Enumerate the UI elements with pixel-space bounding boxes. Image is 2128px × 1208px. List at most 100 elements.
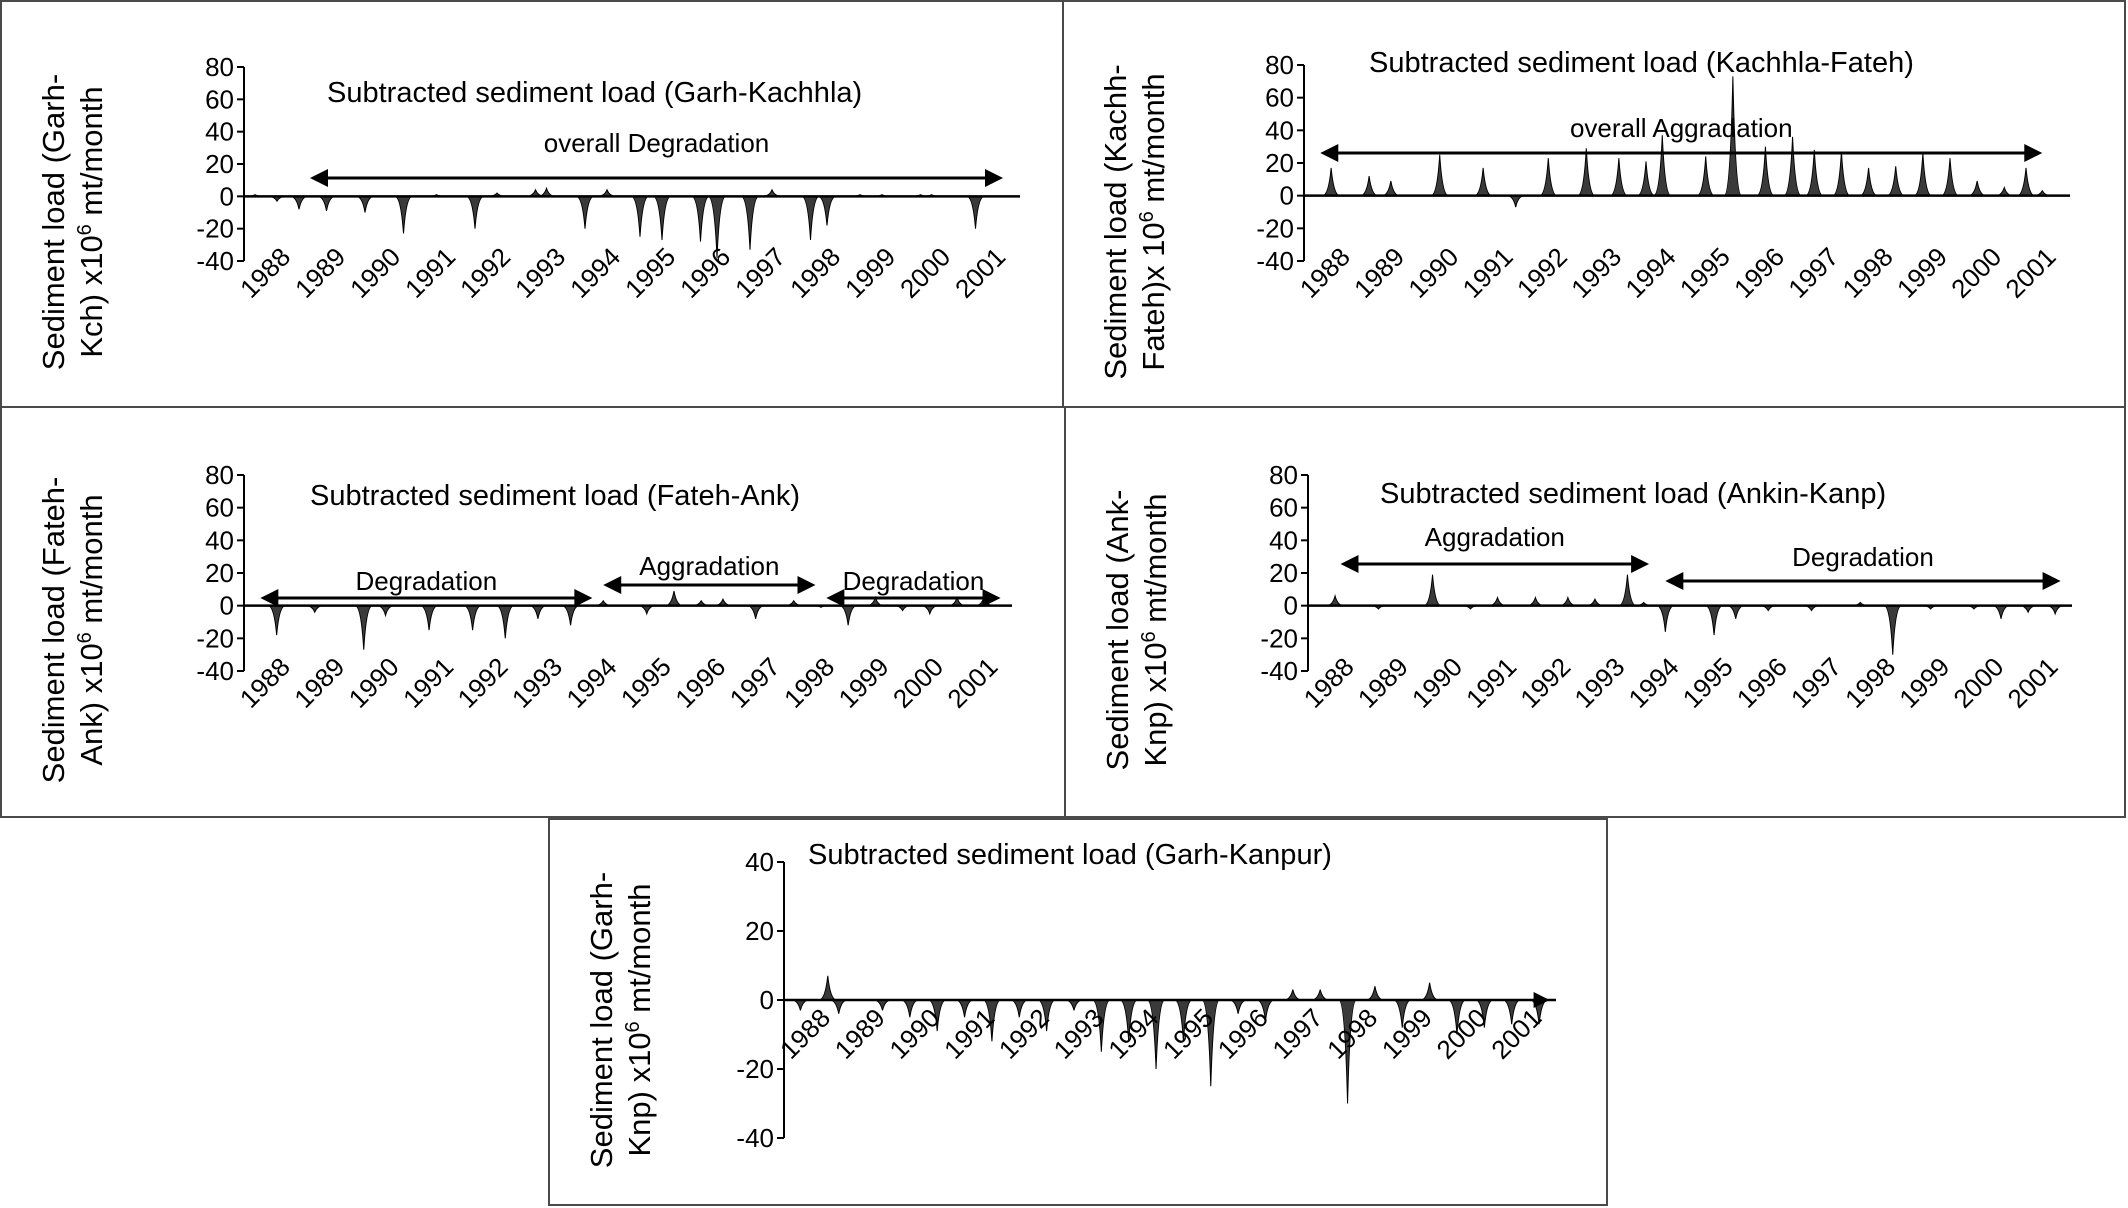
area-spike xyxy=(267,605,286,636)
x-tick-label: 1991 xyxy=(397,652,459,714)
x-tick-label: 1989 xyxy=(1352,652,1414,714)
area-spike xyxy=(707,195,727,258)
x-tick-label: 2001 xyxy=(941,652,1003,714)
area-spike xyxy=(1941,158,1959,197)
x-tick-label: 1999 xyxy=(1891,242,1953,304)
x-tick-label: 1994 xyxy=(1619,242,1681,304)
x-tick-label: 1996 xyxy=(1728,242,1790,304)
y-axis-label: Sediment load (Fateh- xyxy=(36,477,71,784)
y-tick-label: -40 xyxy=(1256,246,1294,276)
y-tick-label: -40 xyxy=(1260,656,1298,686)
chart-title: Subtracted sediment load (Garh-Kanpur) xyxy=(808,839,1332,871)
x-tick-label: 1996 xyxy=(669,652,731,714)
chart-title: Subtracted sediment load (Ankin-Kanp) xyxy=(1380,478,1886,510)
annotation-label: overall Degradation xyxy=(544,128,769,158)
area-spike xyxy=(1656,605,1675,632)
y-tick-label: 40 xyxy=(205,525,234,555)
arrow-head-left xyxy=(310,169,328,187)
area-spike xyxy=(1423,574,1442,607)
area-spike xyxy=(420,605,438,631)
x-tick-label: 1991 xyxy=(1460,652,1522,714)
chart-svg-garh-kanpur: 40200-20-4019881989199019911992199319941… xyxy=(584,839,1556,1168)
area-spike xyxy=(1430,154,1449,197)
y-tick-label: 0 xyxy=(760,985,774,1015)
y-tick-label: 0 xyxy=(1284,591,1298,621)
arrow-head-left xyxy=(826,589,845,607)
y-tick-label: 40 xyxy=(205,117,234,147)
arrow-head-left xyxy=(260,589,279,607)
x-tick-label: 1989 xyxy=(288,652,350,714)
area-spike xyxy=(1968,180,1986,197)
annotation-label: Degradation xyxy=(843,566,985,596)
x-tick-label: 1994 xyxy=(1623,652,1685,714)
x-tick-label: 1997 xyxy=(1782,242,1844,304)
area-spike xyxy=(665,590,683,607)
x-tick-label: 1992 xyxy=(454,242,516,304)
area-spike xyxy=(1805,149,1824,197)
area-spike xyxy=(1326,593,1344,607)
area-spike xyxy=(1322,167,1340,197)
y-tick-label: -40 xyxy=(196,656,234,686)
x-tick-label: 1988 xyxy=(1298,652,1360,714)
y-tick-label: 0 xyxy=(1280,181,1294,211)
y-axis-label: Knp) x106 mt/month xyxy=(1138,493,1173,766)
area-spike xyxy=(1382,180,1400,197)
y-tick-label: 80 xyxy=(1265,50,1294,80)
y-tick-label: -20 xyxy=(196,214,234,244)
chart-panel-garh-kachhla: 80 60 40 20 0 -20 -40 1988 1989 1990 1991 1992 1993 1… xyxy=(0,0,1064,408)
area-spike xyxy=(466,195,484,229)
x-tick-label: 2000 xyxy=(1945,242,2007,304)
area-spike xyxy=(290,195,308,210)
area-spike xyxy=(1119,999,1138,1042)
area-spike xyxy=(1201,999,1220,1087)
area-spike xyxy=(1992,605,2010,619)
arrow-head xyxy=(1533,992,1550,1008)
x-tick-label: 1991 xyxy=(399,242,461,304)
x-tick-label: 1995 xyxy=(1674,242,1736,304)
area-spike xyxy=(1859,167,1878,197)
arrow-head-right xyxy=(1631,555,1650,573)
area-spike xyxy=(818,975,837,1001)
y-tick-label: 80 xyxy=(205,52,234,82)
arrow-head-left xyxy=(603,576,622,594)
x-tick-label: 1997 xyxy=(729,242,791,304)
y-axis-label: Sediment load (Garh- xyxy=(584,872,619,1168)
arrow-head-left xyxy=(1665,572,1684,590)
area-spike xyxy=(376,605,395,618)
area-spike xyxy=(1577,148,1596,197)
area-spike xyxy=(576,195,594,229)
x-tick-label: 1992 xyxy=(452,652,514,714)
x-tick-label: 1997 xyxy=(1266,1003,1328,1065)
y-axis-label: Ank) x106 mt/month xyxy=(74,494,109,765)
x-tick-label: 1990 xyxy=(1402,242,1464,304)
area-spike xyxy=(1420,982,1439,1001)
x-tick-label: 1994 xyxy=(560,652,622,714)
arrow-head-right xyxy=(982,589,1001,607)
x-tick-label: 1996 xyxy=(1731,652,1793,714)
y-tick-label: 40 xyxy=(1269,525,1298,555)
x-tick-label: 1989 xyxy=(1348,242,1410,304)
x-tick-label: 1997 xyxy=(724,652,786,714)
area-spike xyxy=(873,999,892,1011)
chart-panel-garh-kanpur: 40 20 0 -20 -40 1988 1989 1990 1991 1992 1993 1994 1… xyxy=(548,818,1608,1206)
y-tick-label: -20 xyxy=(196,623,234,653)
x-tick-label: 1993 xyxy=(1568,652,1630,714)
x-tick-label: 1990 xyxy=(1406,652,1468,714)
area-spike xyxy=(1783,136,1802,197)
y-tick-label: 80 xyxy=(1269,460,1298,490)
y-tick-label: 20 xyxy=(205,149,234,179)
x-tick-label: 2001 xyxy=(949,242,1011,304)
chart-panel-kachhla-fateh: 80 60 40 20 0 -20 -40 1988 1989 1990 1991 1992 1993 1… xyxy=(1062,0,2126,408)
area-spike xyxy=(1065,999,1083,1011)
y-tick-label: -40 xyxy=(736,1123,774,1153)
area-spike xyxy=(631,195,649,237)
area-spike xyxy=(829,999,848,1014)
area-spike xyxy=(1723,76,1743,197)
x-tick-label: 1993 xyxy=(506,652,568,714)
area-spike xyxy=(1832,151,1851,197)
chart-title: Subtracted sediment load (Kachhla-Fateh) xyxy=(1369,47,1914,79)
area-spike xyxy=(463,605,482,631)
y-tick-label: 40 xyxy=(745,847,774,877)
